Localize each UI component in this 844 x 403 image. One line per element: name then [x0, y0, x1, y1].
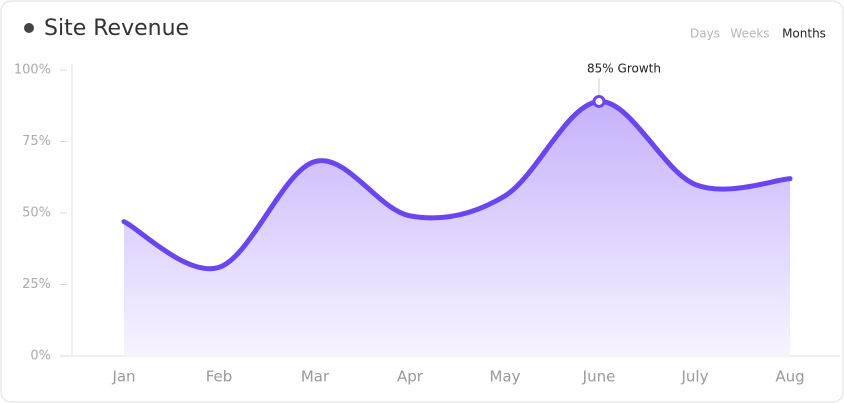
x-tick-label: May — [489, 368, 520, 386]
y-tick-label: 100% — [14, 63, 51, 78]
y-tick-label: 50% — [22, 206, 51, 221]
x-tick-label: Aug — [775, 368, 804, 386]
y-tick-label: 75% — [22, 134, 51, 149]
x-tick-label: Mar — [301, 368, 330, 386]
y-tick-label: 25% — [22, 277, 51, 292]
line — [121, 98, 793, 272]
range-option[interactable]: Weeks — [730, 27, 769, 41]
range-option[interactable]: Months — [782, 27, 826, 41]
x-tick-label: July — [681, 368, 709, 386]
y-tick-label: 0% — [30, 349, 51, 364]
range-option[interactable]: Days — [690, 27, 720, 41]
x-tick-label: Apr — [397, 368, 424, 386]
annotation-text: 85% Growth — [587, 62, 661, 76]
title-dot — [24, 23, 34, 33]
area-fill — [124, 101, 790, 356]
x-tick-label: Jan — [111, 368, 135, 386]
chart-title: Site Revenue — [44, 16, 189, 41]
x-tick-label: Feb — [206, 368, 233, 386]
highlight-point — [592, 94, 606, 108]
x-tick-label: June — [582, 368, 616, 386]
